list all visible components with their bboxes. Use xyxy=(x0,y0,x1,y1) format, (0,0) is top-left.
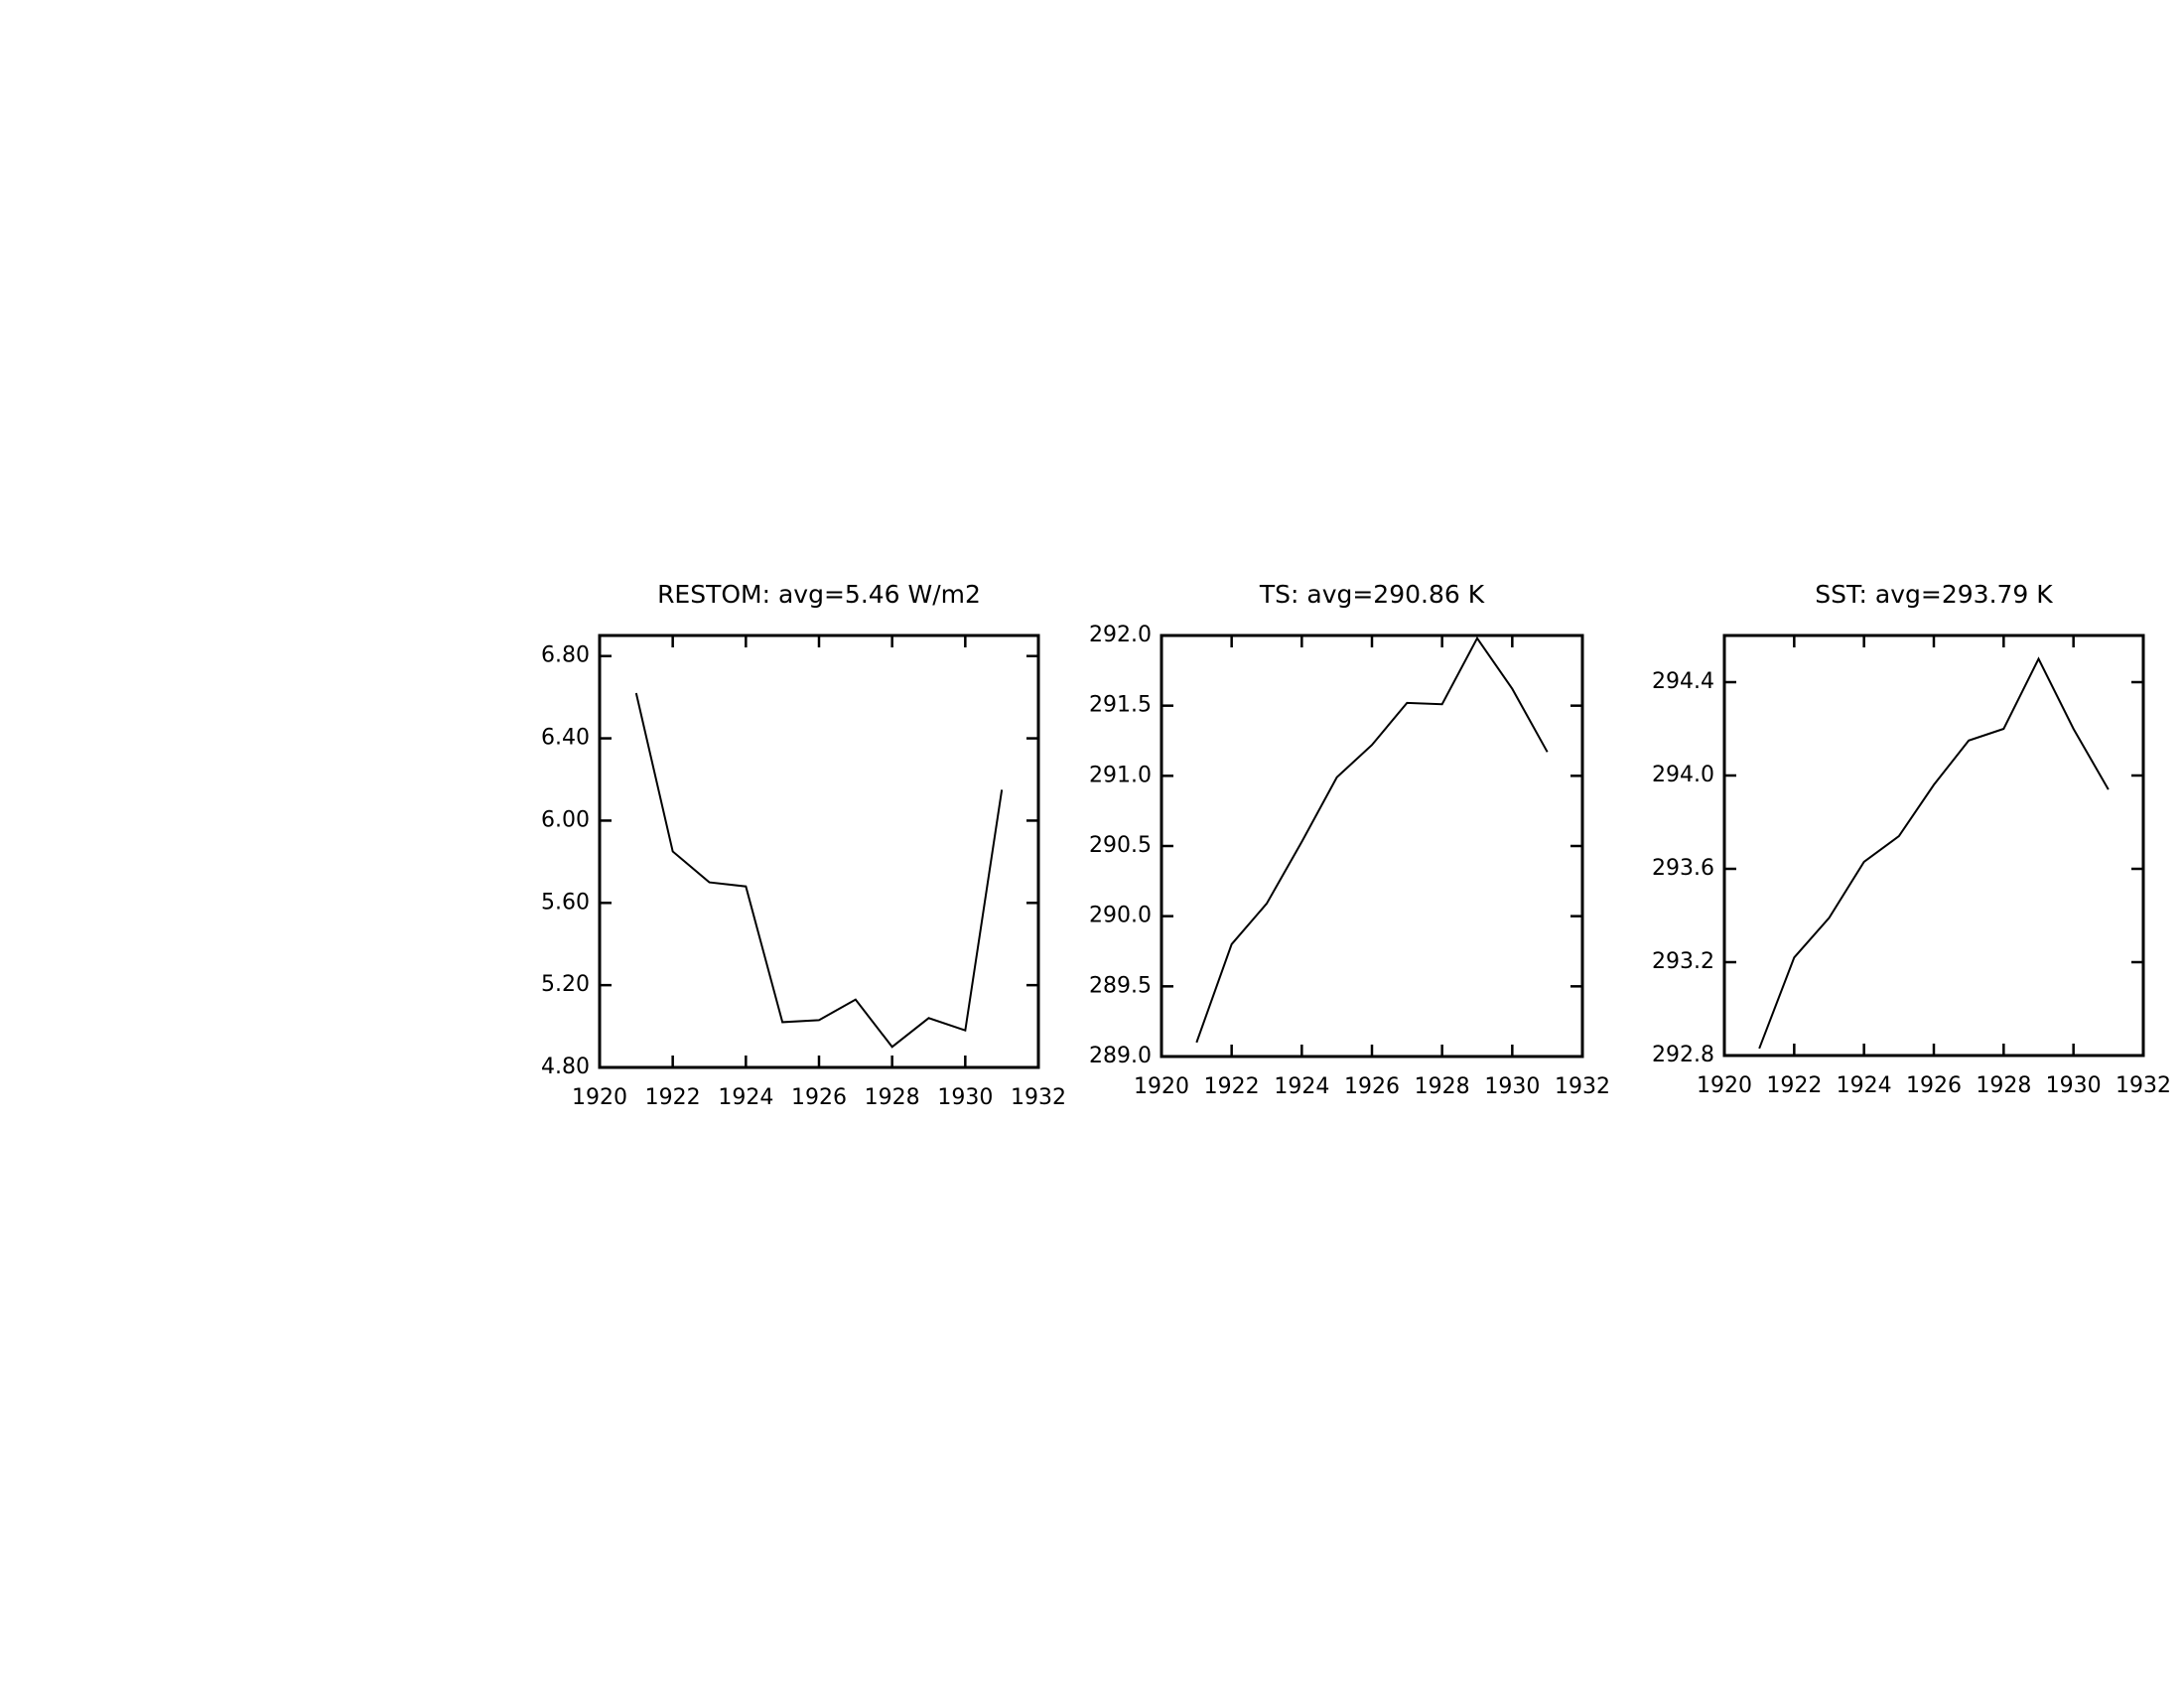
x-tick-label: 1920 xyxy=(572,1085,627,1110)
x-tick-label: 1930 xyxy=(2046,1073,2102,1098)
x-tick-label: 1924 xyxy=(1837,1073,1892,1098)
y-tick-label: 294.4 xyxy=(1652,669,1714,694)
y-tick-label: 6.80 xyxy=(541,643,590,668)
x-tick-label: 1920 xyxy=(1134,1074,1189,1099)
y-tick-label: 290.0 xyxy=(1089,904,1152,928)
x-tick-label: 1932 xyxy=(1555,1074,1610,1099)
plot-frame xyxy=(1722,634,2145,1058)
y-tick-label: 294.0 xyxy=(1652,763,1714,787)
y-tick-label: 292.0 xyxy=(1089,623,1152,647)
x-tick-label: 1922 xyxy=(1766,1073,1822,1098)
data-line xyxy=(1195,635,1549,1044)
x-tick-label: 1924 xyxy=(718,1085,773,1110)
chart-title: SST: avg=293.79 K xyxy=(1815,580,2053,609)
x-tick-label: 1932 xyxy=(1011,1085,1066,1110)
x-tick-label: 1922 xyxy=(1204,1074,1260,1099)
x-tick-label: 1924 xyxy=(1274,1074,1329,1099)
x-tick-label: 1926 xyxy=(1344,1074,1400,1099)
plot-frame xyxy=(1160,634,1584,1058)
y-tick-label: 6.00 xyxy=(541,807,590,832)
x-tick-label: 1926 xyxy=(1906,1073,1962,1098)
chart-title: RESTOM: avg=5.46 W/m2 xyxy=(657,580,981,609)
plot-frame xyxy=(598,634,1040,1069)
x-tick-label: 1928 xyxy=(1415,1074,1470,1099)
y-tick-label: 293.6 xyxy=(1652,856,1714,881)
x-tick-label: 1928 xyxy=(865,1085,920,1110)
data-line xyxy=(1758,656,2110,1050)
x-tick-label: 1930 xyxy=(937,1085,993,1110)
y-tick-label: 289.5 xyxy=(1089,973,1152,998)
chart-title: TS: avg=290.86 K xyxy=(1259,580,1485,609)
x-tick-label: 1926 xyxy=(791,1085,847,1110)
y-tick-label: 293.2 xyxy=(1652,949,1714,974)
x-tick-label: 1922 xyxy=(645,1085,701,1110)
x-tick-label: 1928 xyxy=(1976,1073,2031,1098)
y-tick-label: 4.80 xyxy=(541,1055,590,1079)
y-tick-label: 289.0 xyxy=(1089,1044,1152,1068)
y-tick-label: 6.40 xyxy=(541,726,590,751)
y-tick-label: 292.8 xyxy=(1652,1043,1714,1067)
x-tick-label: 1920 xyxy=(1697,1073,1752,1098)
x-tick-label: 1930 xyxy=(1484,1074,1540,1099)
y-tick-label: 291.5 xyxy=(1089,693,1152,718)
y-tick-label: 291.0 xyxy=(1089,763,1152,787)
data-line xyxy=(634,692,1004,1049)
y-tick-label: 5.60 xyxy=(541,890,590,915)
y-tick-label: 290.5 xyxy=(1089,833,1152,858)
x-tick-label: 1932 xyxy=(2116,1073,2171,1098)
y-tick-label: 5.20 xyxy=(541,972,590,997)
